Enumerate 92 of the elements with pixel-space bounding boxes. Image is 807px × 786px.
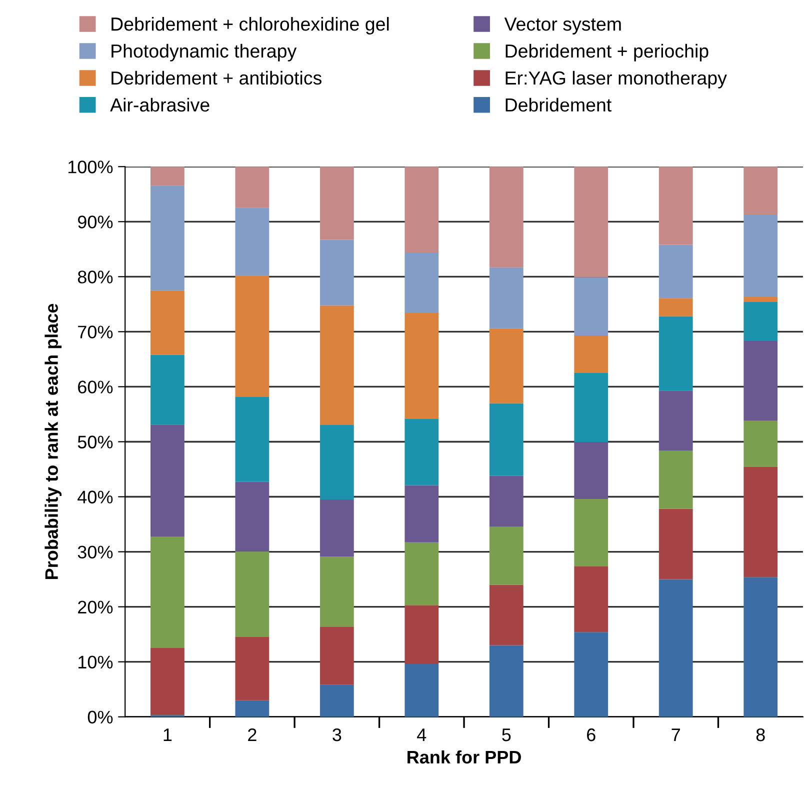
bar bbox=[235, 396, 270, 482]
bar bbox=[744, 215, 778, 298]
bar bbox=[574, 372, 608, 442]
bar bbox=[235, 551, 270, 638]
bar bbox=[404, 312, 439, 419]
y-tick-label: 10% bbox=[78, 656, 113, 669]
bar bbox=[658, 244, 693, 298]
bar bbox=[658, 390, 693, 451]
legend-label: Vector system bbox=[504, 18, 621, 34]
bar bbox=[744, 420, 778, 468]
y-axis-title: Probability to rank at each place bbox=[44, 304, 62, 579]
bar bbox=[404, 252, 439, 313]
legend-label: Debridement bbox=[506, 98, 612, 112]
bar bbox=[235, 208, 270, 276]
bar bbox=[574, 336, 608, 373]
legend-label: Debridement + periochip bbox=[506, 44, 708, 62]
bar bbox=[489, 328, 524, 404]
x-tick-label: 1 bbox=[164, 728, 172, 742]
bar bbox=[320, 305, 354, 425]
bar bbox=[744, 341, 778, 421]
y-tick-label: 30% bbox=[78, 546, 113, 558]
bar bbox=[744, 297, 778, 302]
x-tick-label: 5 bbox=[502, 728, 511, 742]
y-tick-label: 60% bbox=[78, 380, 113, 394]
legend-label: Er:YAG laser monotherapy bbox=[506, 70, 727, 88]
bar bbox=[658, 166, 693, 245]
bar bbox=[150, 166, 184, 186]
bar bbox=[235, 482, 270, 552]
bar bbox=[744, 577, 778, 717]
y-tick-label: 90% bbox=[78, 216, 113, 228]
bar bbox=[150, 536, 184, 648]
x-tick-label: 4 bbox=[417, 728, 426, 742]
bar bbox=[658, 579, 693, 717]
bar bbox=[574, 566, 608, 632]
legend-label: Air-abrasive bbox=[110, 98, 210, 112]
bar bbox=[150, 354, 184, 425]
x-axis-title: Rank for PPD bbox=[408, 750, 521, 764]
bar bbox=[744, 166, 778, 216]
y-tick-label: 70% bbox=[78, 326, 113, 338]
bar bbox=[320, 626, 354, 685]
bar bbox=[320, 240, 354, 306]
legend-label: Debridement + chlorohexidine gel bbox=[112, 16, 389, 34]
bar bbox=[658, 450, 693, 509]
bar bbox=[404, 166, 439, 252]
bar bbox=[574, 498, 608, 566]
bar bbox=[235, 637, 270, 700]
bar bbox=[574, 166, 608, 278]
legend-label: Debridement + antibiotics bbox=[112, 70, 322, 85]
bar bbox=[658, 508, 693, 580]
bar bbox=[489, 476, 524, 526]
x-tick-label: 6 bbox=[587, 728, 596, 742]
bar bbox=[320, 424, 354, 500]
bar bbox=[404, 664, 439, 717]
bar bbox=[320, 556, 354, 627]
bar bbox=[320, 500, 354, 557]
x-tick-label: 7 bbox=[672, 728, 680, 742]
bar bbox=[658, 316, 693, 391]
bar bbox=[235, 700, 270, 717]
y-tick-label: 100% bbox=[68, 160, 113, 174]
bar bbox=[320, 166, 354, 240]
bar bbox=[150, 290, 184, 355]
bar bbox=[489, 584, 524, 646]
bar bbox=[404, 418, 439, 486]
bar bbox=[404, 485, 439, 542]
bar bbox=[489, 403, 524, 476]
y-tick-label: 50% bbox=[78, 436, 113, 448]
bar bbox=[235, 276, 270, 397]
bar bbox=[404, 605, 439, 664]
bar bbox=[658, 298, 693, 316]
bar bbox=[489, 166, 524, 268]
bar bbox=[744, 302, 778, 342]
bar bbox=[150, 648, 184, 716]
bar bbox=[404, 542, 439, 606]
bar bbox=[150, 424, 184, 537]
bar bbox=[574, 632, 608, 717]
bar bbox=[150, 186, 184, 290]
bar bbox=[489, 526, 524, 585]
x-tick-label: 2 bbox=[248, 728, 256, 742]
bar bbox=[320, 684, 354, 717]
bar bbox=[489, 645, 524, 717]
legend-label: Photodynamic therapy bbox=[112, 44, 297, 62]
bar bbox=[744, 467, 778, 578]
bar bbox=[489, 267, 524, 328]
bar bbox=[574, 442, 608, 499]
y-tick-label: 20% bbox=[78, 600, 113, 614]
x-tick-label: 3 bbox=[332, 728, 342, 742]
bar bbox=[574, 277, 608, 336]
bar bbox=[235, 166, 270, 208]
y-tick-label: 40% bbox=[78, 490, 113, 504]
y-tick-label: 0% bbox=[88, 710, 113, 724]
x-tick-label: 8 bbox=[756, 728, 765, 742]
y-tick-label: 80% bbox=[78, 270, 113, 284]
